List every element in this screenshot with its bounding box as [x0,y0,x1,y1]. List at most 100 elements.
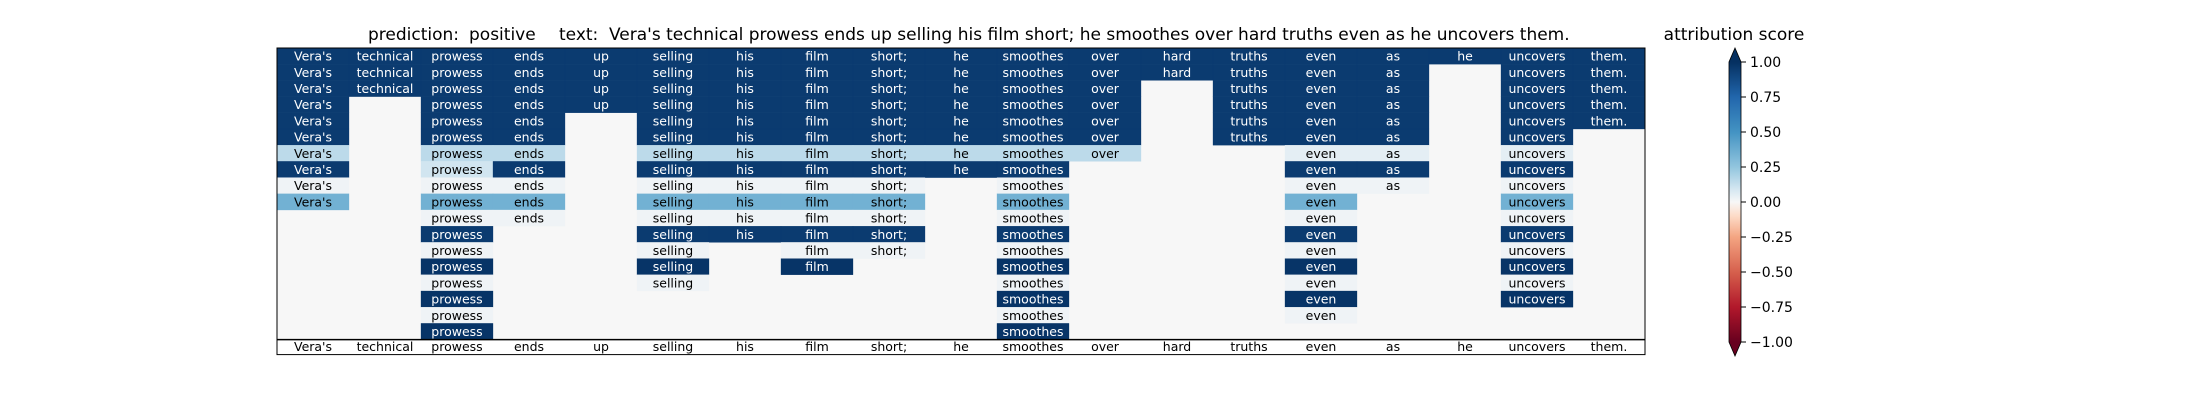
cell-token-label: he [953,146,969,161]
cell-token-label: short; [871,49,907,64]
cell-token-label: truths [1230,113,1267,128]
cell-token-label: uncovers [1508,227,1565,242]
cell-token-label: even [1306,49,1337,64]
cell-token-label: truths [1230,49,1267,64]
cell-token-label: ends [514,211,544,226]
cell-token-label: Vera's [294,113,332,128]
cell-token-label: prowess [431,113,482,128]
cell-token-label: even [1306,178,1337,193]
colorbar-tick-label: 1.00 [1750,55,1781,71]
cell-token-label: even [1306,292,1337,307]
cell-token-label: ends [514,65,544,80]
cell-token-label: even [1306,275,1337,290]
cell-token-label: short; [871,162,907,177]
cell-token-label: selling [653,178,693,193]
cell-token-label: prowess [431,162,482,177]
cell-token-label: he [953,65,969,80]
cell-token-label: even [1306,227,1337,242]
bottom-token-label: hard [1163,339,1191,354]
cell-token-label: smoothes [1002,259,1063,274]
cell-token-label: his [736,178,754,193]
bottom-token-label: uncovers [1508,339,1565,354]
cell-token-label: his [736,146,754,161]
heatmap-cell [492,209,566,227]
cell-token-label: over [1091,113,1120,128]
cell-token-label: smoothes [1002,146,1063,161]
cell-token-label: smoothes [1002,211,1063,226]
cell-token-label: prowess [431,227,482,242]
cell-token-label: film [805,178,829,193]
cell-token-label: ends [514,130,544,145]
cell-token-label: uncovers [1508,292,1565,307]
cell-token-label: film [805,211,829,226]
cell-token-label: he [1457,49,1473,64]
colorbar-tick-label: 0.50 [1750,125,1781,141]
cell-token-label: even [1306,65,1337,80]
cell-token-label: his [736,130,754,145]
cell-token-label: his [736,113,754,128]
bottom-token-label: prowess [431,339,482,354]
cell-token-label: over [1091,97,1120,112]
cell-token-label: Vera's [294,49,332,64]
cell-token-label: as [1386,162,1400,177]
cell-token-label: prowess [431,308,482,323]
cell-token-label: uncovers [1508,194,1565,209]
bottom-token-label: short; [871,339,907,354]
colorbar-gradient [1729,62,1741,342]
cell-token-label: Vera's [294,81,332,96]
heatmap-grid: Vera's technical prowess ends up selling his fi… [276,47,1646,356]
cell-token-label: he [953,97,969,112]
cell-token-label: over [1091,146,1120,161]
cell-token-label: prowess [431,243,482,258]
bottom-token-label: Vera's [294,339,332,354]
bottom-token-label: technical [357,339,414,354]
cell-token-label: uncovers [1508,275,1565,290]
heatmap-frame [276,47,1646,356]
cell-token-label: short; [871,178,907,193]
cell-token-label: prowess [431,146,482,161]
bottom-token-label: he [953,339,969,354]
cell-token-label: Vera's [294,178,332,193]
cell-token-label: even [1306,146,1337,161]
cell-token-label: selling [653,259,693,274]
cell-token-label: his [736,65,754,80]
cell-token-label: he [953,113,969,128]
cell-token-label: as [1386,130,1400,145]
cell-token-label: Vera's [294,146,332,161]
cell-token-label: film [805,146,829,161]
cell-token-label: over [1091,65,1120,80]
colorbar-tick-label: −0.50 [1750,265,1793,281]
cell-token-label: them. [1591,81,1628,96]
cell-token-label: as [1386,49,1400,64]
heatmap-cell [1068,145,1142,162]
title-prediction-label: prediction: [368,25,459,45]
cell-token-label: selling [653,97,693,112]
cell-token-label: even [1306,259,1337,274]
cell-token-label: smoothes [1002,130,1063,145]
cell-token-label: his [736,227,754,242]
cell-token-label: up [593,81,609,96]
bottom-token-label: ends [514,339,544,354]
cell-token-label: smoothes [1002,113,1063,128]
cell-token-label: smoothes [1002,65,1063,80]
cell-token-label: over [1091,49,1120,64]
cell-token-label: uncovers [1508,259,1565,274]
colorbar-tick-label: −1.00 [1750,335,1793,351]
cell-token-label: even [1306,162,1337,177]
colorbar-tick-label: 0.75 [1750,90,1781,106]
cell-token-label: uncovers [1508,243,1565,258]
cell-token-label: smoothes [1002,292,1063,307]
cell-token-label: his [736,162,754,177]
title-text-value: Vera's technical prowess ends up selling… [609,25,1570,45]
cell-token-label: as [1386,146,1400,161]
cell-token-label: over [1091,81,1120,96]
cell-token-label: Vera's [294,97,332,112]
cell-token-label: ends [514,81,544,96]
cell-token-label: prowess [431,324,482,339]
cell-token-label: hard [1163,49,1191,64]
cell-token-label: as [1386,65,1400,80]
heatmap-cell [1284,307,1358,324]
bottom-token-label: over [1091,339,1120,354]
cell-token-label: truths [1230,81,1267,96]
